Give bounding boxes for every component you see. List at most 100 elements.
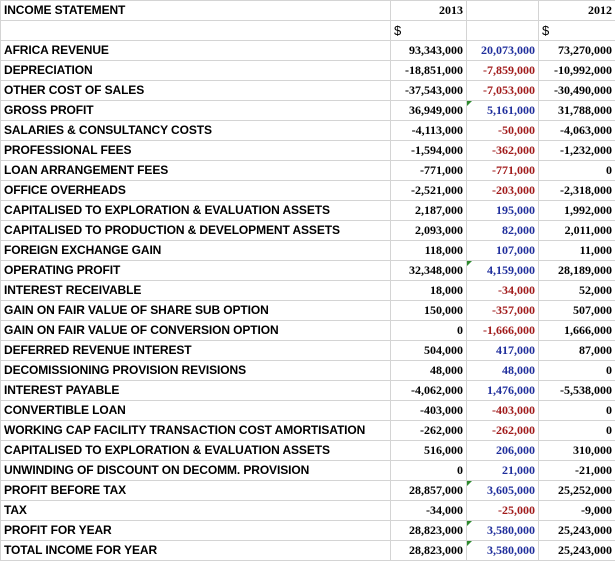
value-2013-cell[interactable]: -37,543,000 [390, 80, 467, 101]
value-2012-cell[interactable]: 25,252,000 [538, 480, 615, 501]
row-label[interactable]: GROSS PROFIT [0, 100, 391, 121]
change-cell[interactable]: -203,000 [466, 180, 539, 201]
row-label[interactable]: TAX [0, 500, 391, 521]
change-cell[interactable]: -7,053,000 [466, 80, 539, 101]
value-2013-cell[interactable]: 32,348,000 [390, 260, 467, 281]
row-label[interactable]: WORKING CAP FACILITY TRANSACTION COST AM… [0, 420, 391, 441]
change-cell[interactable]: 107,000 [466, 240, 539, 261]
row-label[interactable]: DECOMISSIONING PROVISION REVISIONS [0, 360, 391, 381]
row-label[interactable]: UNWINDING OF DISCOUNT ON DECOMM. PROVISI… [0, 460, 391, 481]
row-label[interactable]: INTEREST PAYABLE [0, 380, 391, 401]
value-2013-cell[interactable]: 93,343,000 [390, 40, 467, 61]
value-2012-cell[interactable]: 52,000 [538, 280, 615, 301]
empty-cell[interactable] [0, 20, 391, 41]
row-label[interactable]: GAIN ON FAIR VALUE OF CONVERSION OPTION [0, 320, 391, 341]
value-2013-cell[interactable]: -34,000 [390, 500, 467, 521]
currency-2013[interactable]: $ [390, 20, 467, 41]
value-2013-cell[interactable]: -4,113,000 [390, 120, 467, 141]
table-title[interactable]: INCOME STATEMENT [0, 0, 391, 21]
value-2013-cell[interactable]: -2,521,000 [390, 180, 467, 201]
value-2012-cell[interactable]: -2,318,000 [538, 180, 615, 201]
value-2012-cell[interactable]: -1,232,000 [538, 140, 615, 161]
value-2013-cell[interactable]: 36,949,000 [390, 100, 467, 121]
change-cell[interactable]: -7,859,000 [466, 60, 539, 81]
value-2013-cell[interactable]: 0 [390, 320, 467, 341]
value-2012-cell[interactable]: 25,243,000 [538, 540, 615, 561]
change-cell[interactable]: 21,000 [466, 460, 539, 481]
value-2013-cell[interactable]: 2,187,000 [390, 200, 467, 221]
row-label[interactable]: CONVERTIBLE LOAN [0, 400, 391, 421]
row-label[interactable]: GAIN ON FAIR VALUE OF SHARE SUB OPTION [0, 300, 391, 321]
currency-2012[interactable]: $ [538, 20, 615, 41]
empty-cell[interactable] [466, 20, 539, 41]
change-cell[interactable]: 4,159,000 [466, 260, 539, 281]
value-2012-cell[interactable]: 507,000 [538, 300, 615, 321]
value-2012-cell[interactable]: 11,000 [538, 240, 615, 261]
change-cell[interactable]: -25,000 [466, 500, 539, 521]
year-2012-header[interactable]: 2012 [538, 0, 615, 21]
row-label[interactable]: OTHER COST OF SALES [0, 80, 391, 101]
value-2012-cell[interactable]: -10,992,000 [538, 60, 615, 81]
value-2012-cell[interactable]: 2,011,000 [538, 220, 615, 241]
value-2013-cell[interactable]: -262,000 [390, 420, 467, 441]
row-label[interactable]: DEPRECIATION [0, 60, 391, 81]
change-cell[interactable]: 3,580,000 [466, 520, 539, 541]
value-2012-cell[interactable]: 0 [538, 400, 615, 421]
value-2012-cell[interactable]: 0 [538, 420, 615, 441]
value-2012-cell[interactable]: 310,000 [538, 440, 615, 461]
change-cell[interactable]: -262,000 [466, 420, 539, 441]
row-label[interactable]: TOTAL INCOME FOR YEAR [0, 540, 391, 561]
change-cell[interactable]: -362,000 [466, 140, 539, 161]
value-2013-cell[interactable]: 18,000 [390, 280, 467, 301]
change-cell[interactable]: 5,161,000 [466, 100, 539, 121]
value-2013-cell[interactable]: 150,000 [390, 300, 467, 321]
value-2013-cell[interactable]: 48,000 [390, 360, 467, 381]
change-cell[interactable]: 20,073,000 [466, 40, 539, 61]
value-2013-cell[interactable]: 2,093,000 [390, 220, 467, 241]
change-cell[interactable]: 195,000 [466, 200, 539, 221]
value-2013-cell[interactable]: -771,000 [390, 160, 467, 181]
value-2013-cell[interactable]: 28,823,000 [390, 540, 467, 561]
change-cell[interactable]: 3,605,000 [466, 480, 539, 501]
row-label[interactable]: INTEREST RECEIVABLE [0, 280, 391, 301]
value-2012-cell[interactable]: 28,189,000 [538, 260, 615, 281]
value-2012-cell[interactable]: 1,992,000 [538, 200, 615, 221]
row-label[interactable]: PROFIT FOR YEAR [0, 520, 391, 541]
value-2012-cell[interactable]: 87,000 [538, 340, 615, 361]
row-label[interactable]: CAPITALISED TO EXPLORATION & EVALUATION … [0, 440, 391, 461]
value-2012-cell[interactable]: 25,243,000 [538, 520, 615, 541]
value-2012-cell[interactable]: 31,788,000 [538, 100, 615, 121]
change-cell[interactable]: -1,666,000 [466, 320, 539, 341]
change-cell[interactable]: 48,000 [466, 360, 539, 381]
row-label[interactable]: AFRICA REVENUE [0, 40, 391, 61]
value-2012-cell[interactable]: -30,490,000 [538, 80, 615, 101]
value-2012-cell[interactable]: 73,270,000 [538, 40, 615, 61]
row-label[interactable]: DEFERRED REVENUE INTEREST [0, 340, 391, 361]
change-cell[interactable]: 1,476,000 [466, 380, 539, 401]
value-2012-cell[interactable]: 0 [538, 160, 615, 181]
row-label[interactable]: LOAN ARRANGEMENT FEES [0, 160, 391, 181]
value-2013-cell[interactable]: -18,851,000 [390, 60, 467, 81]
value-2013-cell[interactable]: 516,000 [390, 440, 467, 461]
row-label[interactable]: CAPITALISED TO PRODUCTION & DEVELOPMENT … [0, 220, 391, 241]
change-cell[interactable]: 3,580,000 [466, 540, 539, 561]
value-2013-cell[interactable]: 118,000 [390, 240, 467, 261]
change-cell[interactable]: -50,000 [466, 120, 539, 141]
change-cell[interactable]: 206,000 [466, 440, 539, 461]
value-2012-cell[interactable]: -21,000 [538, 460, 615, 481]
change-cell[interactable]: -34,000 [466, 280, 539, 301]
value-2013-cell[interactable]: -403,000 [390, 400, 467, 421]
row-label[interactable]: CAPITALISED TO EXPLORATION & EVALUATION … [0, 200, 391, 221]
row-label[interactable]: FOREIGN EXCHANGE GAIN [0, 240, 391, 261]
year-2013-header[interactable]: 2013 [390, 0, 467, 21]
change-cell[interactable]: 417,000 [466, 340, 539, 361]
value-2012-cell[interactable]: -4,063,000 [538, 120, 615, 141]
row-label[interactable]: OPERATING PROFIT [0, 260, 391, 281]
value-2013-cell[interactable]: 504,000 [390, 340, 467, 361]
row-label[interactable]: PROFESSIONAL FEES [0, 140, 391, 161]
row-label[interactable]: OFFICE OVERHEADS [0, 180, 391, 201]
value-2013-cell[interactable]: -4,062,000 [390, 380, 467, 401]
value-2012-cell[interactable]: -9,000 [538, 500, 615, 521]
change-cell[interactable]: -357,000 [466, 300, 539, 321]
row-label[interactable]: SALARIES & CONSULTANCY COSTS [0, 120, 391, 141]
